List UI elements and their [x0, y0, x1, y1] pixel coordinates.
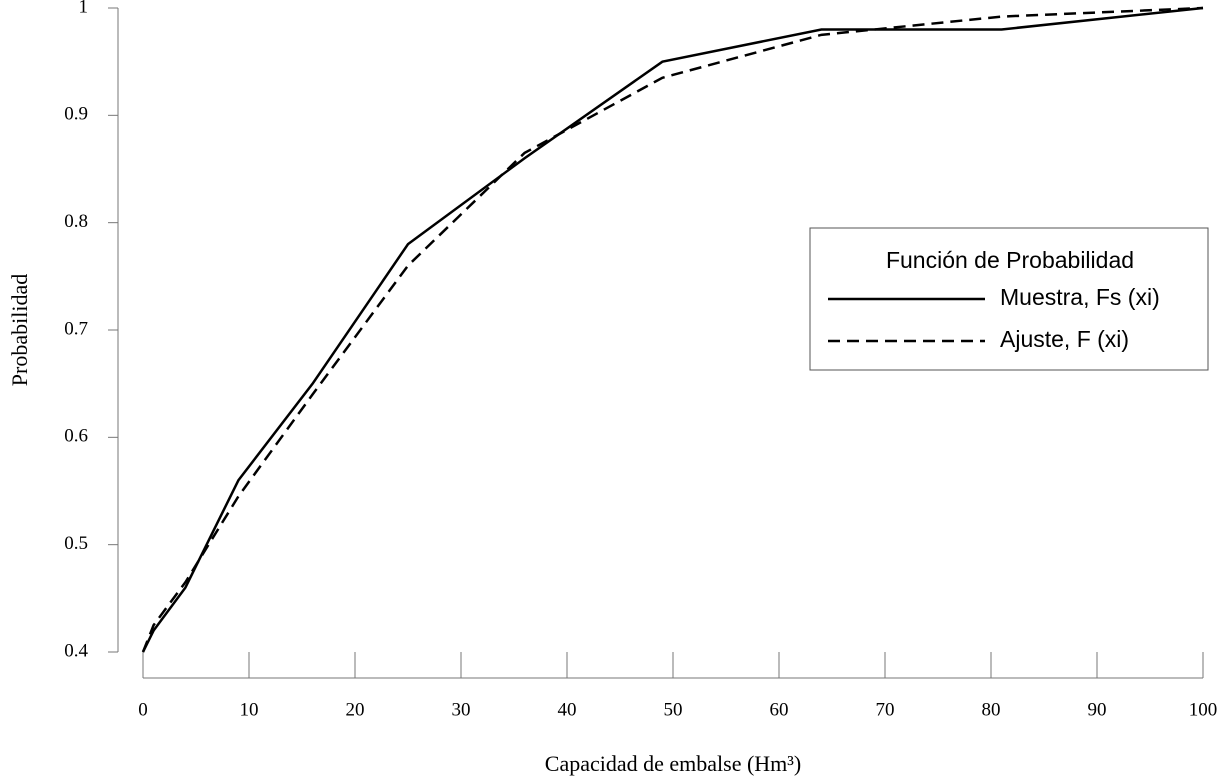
- y-tick-label: 0.6: [64, 426, 88, 447]
- x-tick-label: 30: [452, 699, 471, 720]
- x-tick-label: 50: [664, 699, 683, 720]
- legend-label: Muestra, Fs (xi): [1000, 284, 1160, 310]
- y-axis-title: Probabilidad: [7, 274, 32, 386]
- legend-title: Función de Probabilidad: [886, 247, 1134, 273]
- y-tick-label: 0.8: [64, 211, 88, 232]
- x-tick-label: 60: [770, 699, 789, 720]
- y-tick-label: 1: [79, 0, 89, 17]
- x-tick-label: 20: [346, 699, 365, 720]
- x-tick-label: 100: [1189, 699, 1218, 720]
- x-tick-label: 90: [1088, 699, 1107, 720]
- y-tick-label: 0.9: [64, 104, 88, 125]
- y-tick-label: 0.4: [64, 640, 88, 661]
- x-tick-label: 0: [138, 699, 148, 720]
- x-tick-label: 80: [982, 699, 1001, 720]
- x-tick-label: 40: [558, 699, 577, 720]
- y-tick-label: 0.7: [64, 318, 88, 339]
- x-tick-label: 70: [876, 699, 895, 720]
- legend-label: Ajuste, F (xi): [1000, 326, 1129, 352]
- x-tick-label: 10: [240, 699, 259, 720]
- x-axis-title: Capacidad de embalse (Hm³): [545, 751, 801, 776]
- y-tick-label: 0.5: [64, 533, 88, 554]
- series-line: [141, 6, 1204, 653]
